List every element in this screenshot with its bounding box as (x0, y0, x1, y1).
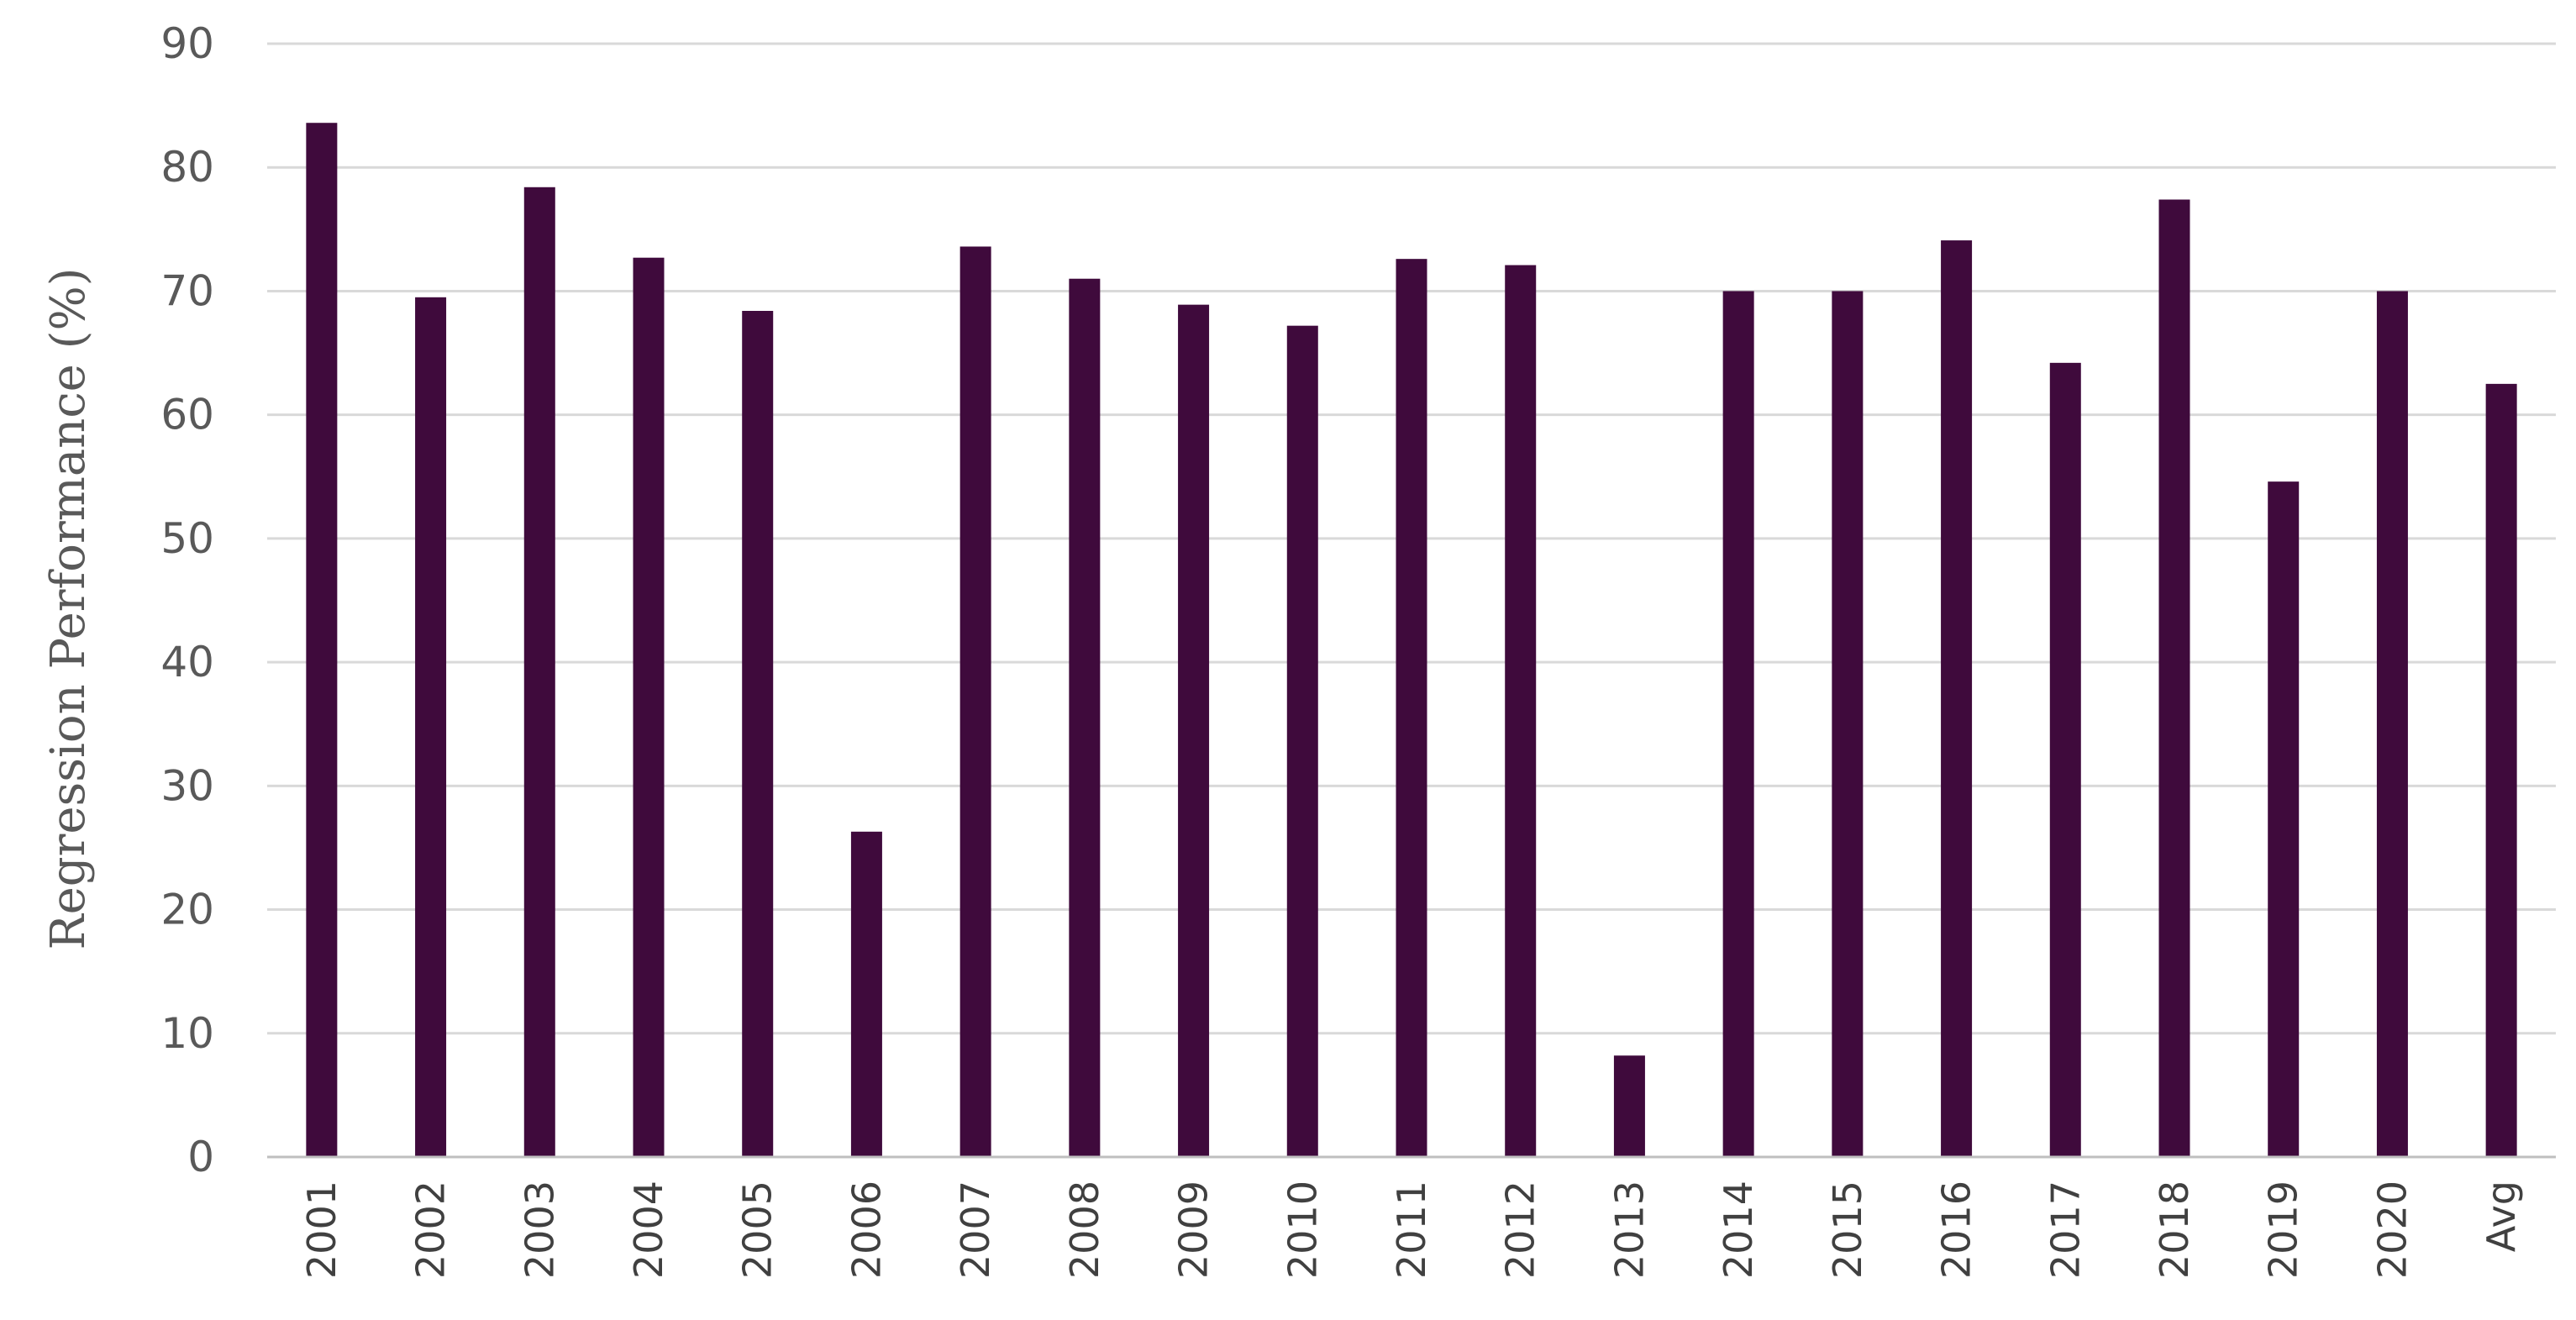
y-tick-label: 90 (160, 19, 214, 68)
y-tick-label: 10 (160, 1009, 214, 1058)
x-tick-label: 2005 (735, 1181, 781, 1279)
x-tick-label: 2013 (1606, 1181, 1652, 1279)
bar-2001 (306, 123, 338, 1158)
bar-2008 (1069, 278, 1101, 1158)
bar-2017 (2049, 362, 2081, 1157)
x-tick-label: 2020 (2369, 1181, 2415, 1279)
bar-2011 (1396, 259, 1427, 1158)
x-tick-label: 2016 (1934, 1181, 1979, 1279)
x-tick-label: 2015 (1825, 1181, 1870, 1279)
y-tick-label: 0 (187, 1133, 214, 1181)
x-tick-label: 2010 (1280, 1181, 1325, 1279)
bar-2018 (2158, 199, 2190, 1157)
bar-2004 (633, 257, 665, 1157)
bar-2015 (1832, 291, 1864, 1157)
x-tick-label: 2002 (408, 1181, 454, 1279)
x-tick-label: 2009 (1171, 1181, 1217, 1279)
bar-2002 (415, 297, 447, 1157)
x-tick-label: 2014 (1716, 1181, 1761, 1279)
y-tick-label: 60 (160, 391, 214, 439)
bar-2013 (1613, 1055, 1645, 1157)
bar-2020 (2376, 291, 2408, 1157)
bar-2009 (1178, 304, 1210, 1157)
x-tick-label: 2017 (2042, 1181, 2088, 1279)
y-tick-label: 20 (160, 886, 214, 934)
bars (306, 123, 2517, 1158)
bar-2019 (2268, 481, 2300, 1157)
x-tick-label: 2008 (1062, 1181, 1107, 1279)
x-tick-label: 2007 (953, 1181, 998, 1279)
y-axis-ticks: 0 10 20 30 40 50 60 70 80 90 (160, 19, 214, 1181)
y-axis-label: Regression Performance (%) (41, 267, 96, 949)
bar-2012 (1505, 265, 1537, 1157)
x-tick-label: Avg (2479, 1181, 2524, 1252)
x-tick-label: 2004 (626, 1181, 671, 1279)
x-tick-label: 2011 (1389, 1181, 1434, 1279)
x-tick-label: 2012 (1498, 1181, 1543, 1279)
bar-2014 (1722, 291, 1754, 1157)
y-tick-label: 80 (160, 143, 214, 192)
x-tick-label: 2019 (2261, 1181, 2306, 1279)
x-axis-ticks: 2001 2002 2003 2004 2005 2006 2007 2008 2009 2010… (299, 1181, 2524, 1279)
bar-2006 (850, 831, 882, 1157)
x-tick-label: 2018 (2152, 1181, 2197, 1279)
bar-2010 (1286, 325, 1318, 1158)
bar-2016 (1941, 240, 1973, 1157)
y-tick-label: 50 (160, 514, 214, 563)
bar-2005 (742, 311, 774, 1157)
x-tick-label: 2001 (299, 1181, 344, 1279)
y-tick-label: 30 (160, 761, 214, 810)
y-tick-label: 70 (160, 266, 214, 315)
y-tick-label: 40 (160, 638, 214, 686)
bar-2003 (523, 187, 555, 1157)
bar-2007 (959, 246, 991, 1157)
x-tick-label: 2006 (844, 1181, 889, 1279)
x-tick-label: 2003 (517, 1181, 562, 1279)
bar-avg (2485, 383, 2517, 1158)
